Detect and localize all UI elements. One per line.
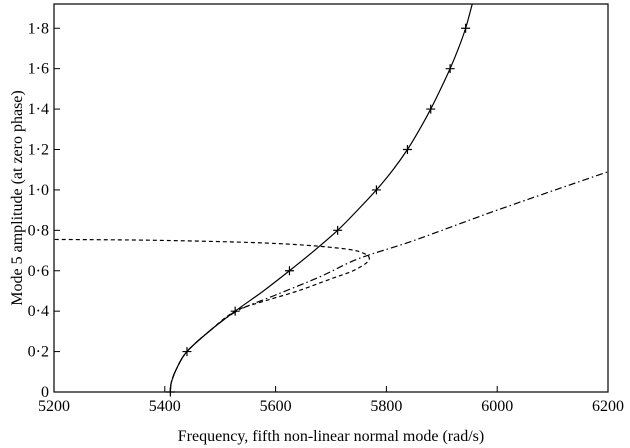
cross-marker [445,64,455,74]
cross-marker [461,23,471,33]
cross-marker [230,306,240,316]
y-tick-label: 0 [41,384,49,401]
x-tick-label: 5400 [149,398,181,415]
y-tick-label: 0·6 [28,263,49,280]
y-tick-label: 1·8 [28,20,49,37]
x-tick-label: 5200 [38,398,70,415]
y-axis-label: Mode 5 amplitude (at zero phase) [9,90,26,305]
y-axis: 0 0·2 0·4 0·6 0·8 1·0 1·2 1·4 1·6 1·8 [28,20,60,401]
y-tick-label: 1·4 [28,101,49,118]
cross-marker [402,145,412,154]
series-line-dashed [54,238,370,392]
cross-marker [182,347,192,357]
plot-area [54,4,608,397]
y-tick-label: 1·6 [28,61,49,78]
cross-marker [284,266,294,276]
x-axis: 5200 5400 5600 5800 6000 6200 [38,386,624,415]
y-tick-label: 0·2 [28,344,49,361]
x-tick-label: 6000 [481,398,513,415]
x-tick-label: 6200 [592,398,624,415]
y-tick-label: 0·8 [28,222,49,239]
x-axis-label: Frequency, fifth non-linear normal mode … [178,428,484,445]
series-line-solid [169,4,473,392]
cross-marker [165,387,175,397]
x-tick-label: 5800 [370,398,402,415]
cross-marker [371,185,381,195]
series-lines [54,4,608,392]
cross-marker [426,104,436,114]
cross-marker [333,225,343,235]
x-tick-label: 5600 [260,398,292,415]
y-tick-label: 1·0 [28,182,49,199]
y-tick-label: 0·4 [28,303,49,320]
plot-frame [53,3,609,393]
y-tick-label: 1·2 [28,142,49,159]
series-line-dash-dot [169,171,608,392]
